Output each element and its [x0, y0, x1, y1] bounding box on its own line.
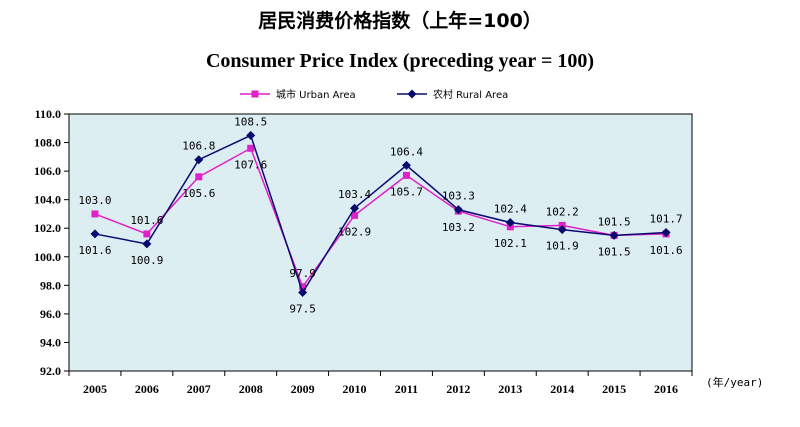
data-label: 101.5	[598, 245, 631, 258]
urban-data-point	[143, 230, 151, 238]
data-label: 101.5	[598, 215, 631, 228]
legend-marker	[407, 89, 417, 99]
y-axis: 92.0 94.0 96.0 98.0 100.0 102.0 104.0 106.0 108.…	[34, 107, 69, 378]
data-label: 105.6	[182, 187, 215, 200]
x-tick-label: 2014	[550, 382, 574, 396]
y-tick-label: 106.0	[34, 164, 61, 178]
data-label: 101.7	[649, 213, 682, 226]
data-label: 105.7	[390, 185, 423, 198]
data-label: 108.5	[234, 115, 267, 128]
y-tick-label: 98.0	[40, 278, 61, 292]
urban-series-line	[94, 147, 667, 289]
x-tick-label: 2005	[83, 382, 107, 396]
x-tick-label: 2008	[239, 382, 263, 396]
data-label: 101.9	[546, 240, 579, 253]
y-tick-label: 104.0	[34, 193, 61, 207]
data-labels: 103.0 101.6 101.6 100.9 106.8 105.6 108.5 107.6…	[78, 115, 682, 315]
data-label: 106.4	[390, 145, 423, 158]
rural-data-point	[661, 228, 671, 238]
data-label: 107.6	[234, 158, 267, 171]
rural-data-point	[298, 287, 308, 297]
data-label: 102.4	[494, 203, 527, 216]
x-tick-label: 2010	[343, 382, 367, 396]
legend-label: 城市 Urban Area	[276, 88, 356, 101]
data-label: 103.4	[338, 188, 371, 201]
x-tick-label: 2009	[291, 382, 315, 396]
data-label: 97.9	[289, 267, 316, 280]
urban-data-point	[91, 210, 99, 218]
x-tick-label: 2006	[135, 382, 159, 396]
legend-label: 农村 Rural Area	[433, 88, 508, 101]
data-label: 101.6	[78, 244, 111, 257]
urban-data-point	[247, 144, 255, 152]
data-label: 102.1	[494, 237, 527, 250]
y-tick-label: 96.0	[40, 307, 61, 321]
x-tick-label: 2012	[446, 382, 470, 396]
data-label: 102.2	[546, 205, 579, 218]
y-tick-label: 94.0	[40, 335, 61, 349]
x-tick-label: 2013	[498, 382, 522, 396]
rural-data-point	[505, 218, 515, 228]
x-axis: 2005 2006 2007 2008 2009 2010 2011 2012 2013 2014…	[68, 371, 763, 396]
urban-data-point	[299, 283, 307, 291]
urban-data-point	[402, 171, 410, 179]
y-tick-label: 108.0	[34, 136, 61, 150]
rural-data-point	[142, 239, 152, 249]
rural-data-point	[453, 205, 463, 215]
rural-data-point	[90, 229, 100, 239]
x-tick-label: 2007	[187, 382, 211, 396]
rural-data-point	[350, 203, 360, 213]
urban-data-point	[351, 211, 359, 219]
rural-data-point	[246, 130, 256, 140]
y-tick-label: 102.0	[34, 221, 61, 235]
y-tick-label: 92.0	[40, 364, 61, 378]
chart-title-english: Consumer Price Index (preceding year = 1…	[205, 50, 595, 72]
data-label: 101.6	[130, 214, 163, 227]
data-label: 102.9	[338, 225, 371, 238]
rural-data-point	[557, 225, 567, 235]
urban-data-point	[195, 173, 203, 181]
data-label: 103.3	[442, 190, 475, 203]
x-tick-label: 2011	[395, 382, 418, 396]
plot-area	[68, 113, 693, 372]
legend-marker	[251, 90, 259, 98]
y-tick-label: 100.0	[34, 250, 61, 264]
rural-series-line	[94, 134, 667, 295]
rural-data-point	[609, 230, 619, 240]
x-unit-label: (年/year)	[706, 375, 763, 389]
x-tick-label: 2015	[602, 382, 626, 396]
legend: 城市 Urban Area 农村 Rural Area	[240, 88, 508, 101]
data-label: 103.0	[78, 194, 111, 207]
y-tick-label: 110.0	[35, 107, 61, 121]
series-layer	[90, 130, 671, 297]
rural-data-point	[401, 160, 411, 170]
data-label: 97.5	[289, 302, 316, 315]
data-label: 100.9	[130, 254, 163, 267]
chart-title-chinese: 居民消费价格指数（上年=100）	[258, 10, 542, 32]
rural-data-point	[194, 155, 204, 165]
data-label: 106.8	[182, 140, 215, 153]
x-tick-label: 2016	[654, 382, 678, 396]
data-label: 103.2	[442, 221, 475, 234]
data-label: 101.6	[649, 244, 682, 257]
